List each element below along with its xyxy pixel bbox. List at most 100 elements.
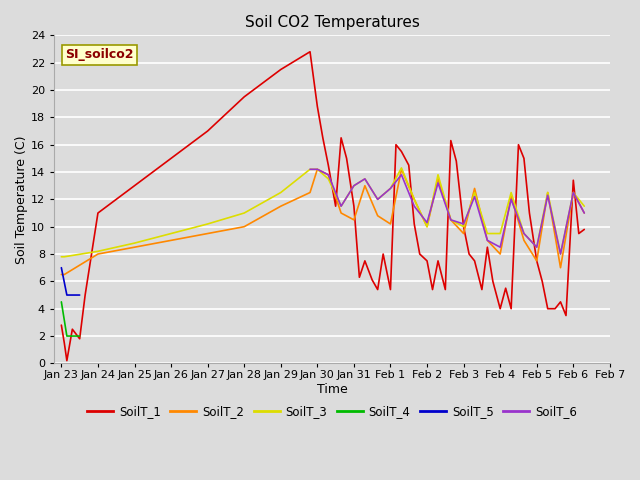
SoilT_6 [314,167,321,172]
SoilT_3 [314,167,321,172]
SoilT_1 [332,204,339,209]
SoilT_3 [434,172,442,178]
SoilT_2 [241,224,248,229]
SoilT_3 [361,176,369,182]
SoilT_2 [58,272,65,277]
SoilT_1 [58,322,65,328]
SoilT_2 [447,217,454,223]
SoilT_2 [397,167,405,172]
SoilT_2 [580,210,588,216]
Y-axis label: Soil Temperature (C): Soil Temperature (C) [15,135,28,264]
SoilT_2 [60,272,68,277]
Line: SoilT_3: SoilT_3 [61,168,584,257]
SoilT_2 [387,221,394,227]
SoilT_5 [58,265,65,271]
SoilT_3 [204,221,211,227]
SoilT_6 [434,180,442,186]
SoilT_6 [361,176,369,182]
SoilT_4 [76,333,83,339]
SoilT_6 [533,244,541,250]
SoilT_4 [58,299,65,305]
SoilT_6 [497,244,504,250]
SoilT_2 [423,224,431,229]
SoilT_3 [471,190,479,195]
Line: SoilT_4: SoilT_4 [61,302,79,336]
SoilT_6 [397,172,405,178]
SoilT_1 [478,287,486,292]
SoilT_6 [544,192,552,198]
Title: Soil CO2 Temperatures: Soil CO2 Temperatures [244,15,419,30]
SoilT_3 [324,176,332,182]
SoilT_3 [60,254,68,260]
SoilT_4 [63,333,70,339]
SoilT_2 [350,217,358,223]
SoilT_4 [68,333,76,339]
SoilT_6 [423,220,431,226]
SoilT_6 [410,204,418,209]
SoilT_3 [58,254,65,260]
SoilT_3 [423,224,431,229]
SoilT_3 [557,251,564,257]
SoilT_5 [68,292,76,298]
SoilT_1 [502,285,509,291]
SoilT_3 [460,224,467,229]
Line: SoilT_2: SoilT_2 [61,169,584,275]
SoilT_6 [447,217,454,223]
SoilT_3 [520,231,528,237]
SoilT_2 [324,172,332,178]
Text: SI_soilco2: SI_soilco2 [65,48,134,61]
SoilT_3 [167,231,175,237]
SoilT_3 [497,231,504,237]
SoilT_2 [460,231,467,237]
Line: SoilT_6: SoilT_6 [310,169,584,254]
SoilT_3 [306,167,314,172]
SoilT_6 [570,190,577,195]
SoilT_3 [277,190,285,195]
SoilT_3 [410,196,418,202]
SoilT_2 [533,258,541,264]
SoilT_6 [324,172,332,178]
SoilT_2 [167,238,175,243]
SoilT_3 [94,249,102,254]
SoilT_3 [570,190,577,195]
SoilT_6 [520,231,528,237]
SoilT_2 [508,194,515,200]
SoilT_5 [76,292,83,298]
SoilT_3 [533,244,541,250]
SoilT_3 [241,210,248,216]
Line: SoilT_5: SoilT_5 [61,268,79,295]
SoilT_2 [361,183,369,189]
SoilT_2 [277,204,285,209]
SoilT_6 [460,221,467,227]
SoilT_1 [570,177,577,183]
SoilT_3 [337,204,345,209]
SoilT_2 [497,251,504,257]
SoilT_3 [580,204,588,209]
SoilT_3 [447,217,454,223]
SoilT_2 [570,190,577,195]
SoilT_6 [306,167,314,172]
SoilT_1 [538,278,546,284]
SoilT_3 [397,165,405,171]
SoilT_2 [520,238,528,243]
Line: SoilT_1: SoilT_1 [61,52,584,360]
SoilT_6 [557,251,564,257]
SoilT_2 [484,238,492,243]
SoilT_1 [324,162,332,168]
SoilT_1 [306,49,314,55]
SoilT_3 [508,190,515,195]
SoilT_1 [580,227,588,232]
SoilT_2 [314,167,321,172]
SoilT_5 [63,292,70,298]
SoilT_3 [484,231,492,237]
SoilT_2 [337,210,345,216]
SoilT_2 [94,251,102,257]
SoilT_2 [204,231,211,237]
SoilT_3 [350,183,358,189]
SoilT_2 [410,196,418,202]
SoilT_3 [131,240,138,246]
SoilT_3 [374,196,381,202]
SoilT_2 [557,265,564,271]
SoilT_3 [387,186,394,192]
X-axis label: Time: Time [317,383,348,396]
